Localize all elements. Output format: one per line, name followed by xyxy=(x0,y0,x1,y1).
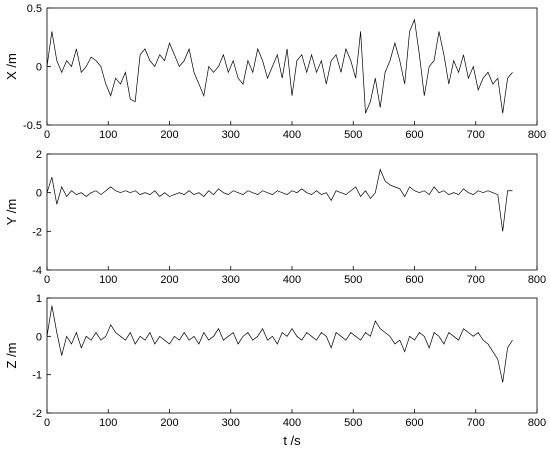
plot-frame xyxy=(46,297,538,414)
y-tick-label: 0.5 xyxy=(27,3,42,15)
y-tick-label: 0 xyxy=(36,188,42,200)
x-tick-label: 400 xyxy=(283,417,301,429)
x-tick-label: 500 xyxy=(344,417,362,429)
y-tick-label: 0 xyxy=(36,62,42,74)
x-tick-label: 400 xyxy=(283,274,301,286)
data-line xyxy=(46,168,513,232)
x-tick-label: 700 xyxy=(467,417,485,429)
y-tick-label: -0.5 xyxy=(23,120,42,132)
y-tick-label: 2 xyxy=(36,149,42,161)
y-tick-label: 1 xyxy=(36,293,42,305)
y-tick-label: -1 xyxy=(32,370,42,382)
x-tick-label: 100 xyxy=(99,274,117,286)
x-axis-label: t /s xyxy=(283,433,301,448)
data-line xyxy=(46,18,513,114)
x-tick-label: 300 xyxy=(222,129,240,141)
x-tick-label: 100 xyxy=(99,129,117,141)
x-tick-label: 600 xyxy=(405,274,423,286)
y-axis-label: Z /m xyxy=(4,343,19,369)
x-tick-label: 800 xyxy=(528,274,546,286)
x-tick-label: 500 xyxy=(344,274,362,286)
x-tick-label: 200 xyxy=(160,129,178,141)
plot-frame xyxy=(46,7,538,126)
x-tick-label: 400 xyxy=(283,129,301,141)
x-tick-label: 0 xyxy=(44,417,50,429)
y-tick-label: -2 xyxy=(32,408,42,420)
data-line xyxy=(46,305,513,383)
y-tick-label: -4 xyxy=(32,265,42,277)
y-tick-label: -2 xyxy=(32,226,42,238)
y-axis-label: Y /m xyxy=(4,199,19,226)
x-tick-label: 700 xyxy=(467,129,485,141)
x-tick-label: 700 xyxy=(467,274,485,286)
x-tick-label: 500 xyxy=(344,129,362,141)
x-tick-label: 800 xyxy=(528,129,546,141)
x-tick-label: 200 xyxy=(160,417,178,429)
x-tick-label: 600 xyxy=(405,417,423,429)
x-tick-label: 600 xyxy=(405,129,423,141)
plot-frame xyxy=(46,153,538,271)
x-tick-label: 100 xyxy=(99,417,117,429)
y-tick-label: 0 xyxy=(36,331,42,343)
x-tick-label: 300 xyxy=(222,417,240,429)
x-tick-label: 300 xyxy=(222,274,240,286)
x-tick-label: 0 xyxy=(44,274,50,286)
x-tick-label: 200 xyxy=(160,274,178,286)
x-tick-label: 0 xyxy=(44,129,50,141)
x-tick-label: 800 xyxy=(528,417,546,429)
y-axis-label: X /m xyxy=(4,53,19,80)
